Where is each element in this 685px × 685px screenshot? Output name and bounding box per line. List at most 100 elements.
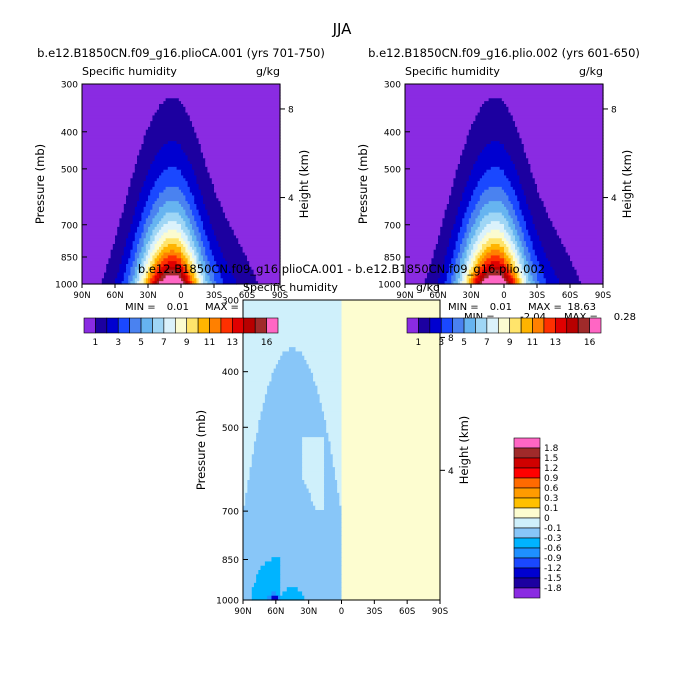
- contour-cell: [185, 261, 189, 265]
- contour-cell: [537, 258, 549, 262]
- contour-cell: [280, 578, 343, 584]
- contour-cell: [534, 249, 545, 254]
- contour-cell: [227, 261, 250, 265]
- contour-cell: [519, 206, 529, 211]
- contour-cell: [288, 347, 297, 353]
- contour-cell: [152, 232, 158, 237]
- panel-p1: b.e12.B1850CN.f09_g16.plioCA.001 (yrs 70…: [33, 46, 325, 313]
- contour-cell: [515, 275, 518, 279]
- contour-cell: [405, 135, 468, 139]
- contour-cell: [506, 192, 516, 197]
- contour-cell: [141, 146, 162, 151]
- contour-cell: [192, 124, 281, 128]
- contour-cell: [471, 172, 485, 177]
- panel-left-label: Specific humidity: [405, 65, 500, 78]
- contour-cell: [243, 338, 343, 344]
- contour-cell: [280, 582, 343, 588]
- contour-cell: [152, 281, 156, 285]
- contour-cell: [143, 206, 153, 211]
- contour-cell: [526, 244, 534, 248]
- colorbar-swatch: [232, 317, 245, 334]
- contour-cell: [189, 264, 193, 268]
- contour-cell: [543, 275, 558, 279]
- contour-cell: [341, 522, 441, 528]
- contour-cell: [243, 364, 277, 370]
- contour-cell: [323, 437, 329, 443]
- contour-cell: [479, 152, 509, 157]
- contour-cell: [181, 232, 186, 237]
- contour-cell: [205, 264, 211, 268]
- contour-cell: [181, 272, 184, 277]
- contour-cell: [341, 364, 441, 370]
- contour-cell: [200, 149, 281, 154]
- contour-cell: [200, 246, 206, 251]
- contour-cell: [183, 206, 191, 211]
- contour-cell: [203, 244, 211, 248]
- contour-cell: [523, 144, 604, 148]
- x-tick-label: 60N: [267, 607, 284, 617]
- contour-cell: [526, 221, 534, 225]
- contour-cell: [198, 252, 202, 257]
- contour-cell: [510, 269, 514, 274]
- contour-cell: [137, 226, 145, 231]
- contour-cell: [512, 269, 516, 274]
- contour-cell: [214, 278, 224, 282]
- y2-axis-label: Height (km): [457, 416, 471, 485]
- contour-cell: [532, 175, 604, 179]
- contour-cell: [247, 480, 305, 485]
- min-value: -2.04: [520, 312, 546, 323]
- colorbar-swatch: [429, 317, 442, 334]
- colorbar-swatch: [220, 317, 233, 334]
- contour-cell: [145, 246, 151, 251]
- contour-cell: [185, 209, 193, 214]
- contour-cell: [82, 109, 158, 114]
- contour-cell: [154, 278, 158, 282]
- contour-cell: [475, 229, 483, 234]
- y-tick-label: 850: [384, 254, 401, 264]
- contour-cell: [510, 252, 516, 257]
- contour-cell: [444, 255, 454, 259]
- contour-cell: [143, 278, 147, 282]
- contour-cell: [510, 244, 516, 248]
- contour-cell: [479, 275, 485, 279]
- contour-cell: [523, 272, 529, 277]
- contour-cell: [515, 189, 525, 194]
- contour-cell: [200, 232, 206, 237]
- contour-cell: [271, 591, 277, 597]
- contour-cell: [506, 149, 525, 154]
- contour-cell: [148, 258, 153, 262]
- contour-cell: [145, 244, 151, 248]
- contour-cell: [460, 269, 465, 274]
- contour-cell: [216, 238, 239, 242]
- contour-cell: [222, 278, 237, 282]
- contour-cell: [137, 258, 142, 262]
- contour-cell: [139, 272, 145, 277]
- contour-cell: [249, 475, 303, 481]
- contour-cell: [528, 161, 604, 165]
- contour-cell: [504, 226, 512, 231]
- contour-cell: [405, 109, 481, 114]
- contour-cell: [167, 261, 178, 265]
- contour-cell: [205, 272, 208, 277]
- contour-cell: [167, 141, 178, 145]
- colorbar-swatch: [513, 437, 541, 449]
- contour-cell: [203, 278, 206, 282]
- contour-cell: [82, 86, 281, 91]
- contour-cell: [209, 172, 281, 177]
- contour-cell: [209, 278, 215, 282]
- contour-cell: [196, 204, 206, 208]
- contour-cell: [198, 186, 215, 191]
- contour-cell: [220, 275, 235, 279]
- contour-cell: [453, 272, 457, 277]
- colorbar-swatch: [513, 457, 541, 469]
- contour-cell: [150, 166, 169, 171]
- contour-cell: [504, 224, 509, 228]
- contour-cell: [167, 255, 178, 259]
- contour-cell: [468, 281, 472, 285]
- contour-cell: [519, 201, 527, 205]
- colorbar-label: 0.3: [544, 494, 558, 504]
- contour-cell: [341, 475, 441, 481]
- contour-cell: [341, 510, 441, 515]
- contour-cell: [132, 278, 136, 282]
- colorbar-label: 16: [584, 338, 596, 348]
